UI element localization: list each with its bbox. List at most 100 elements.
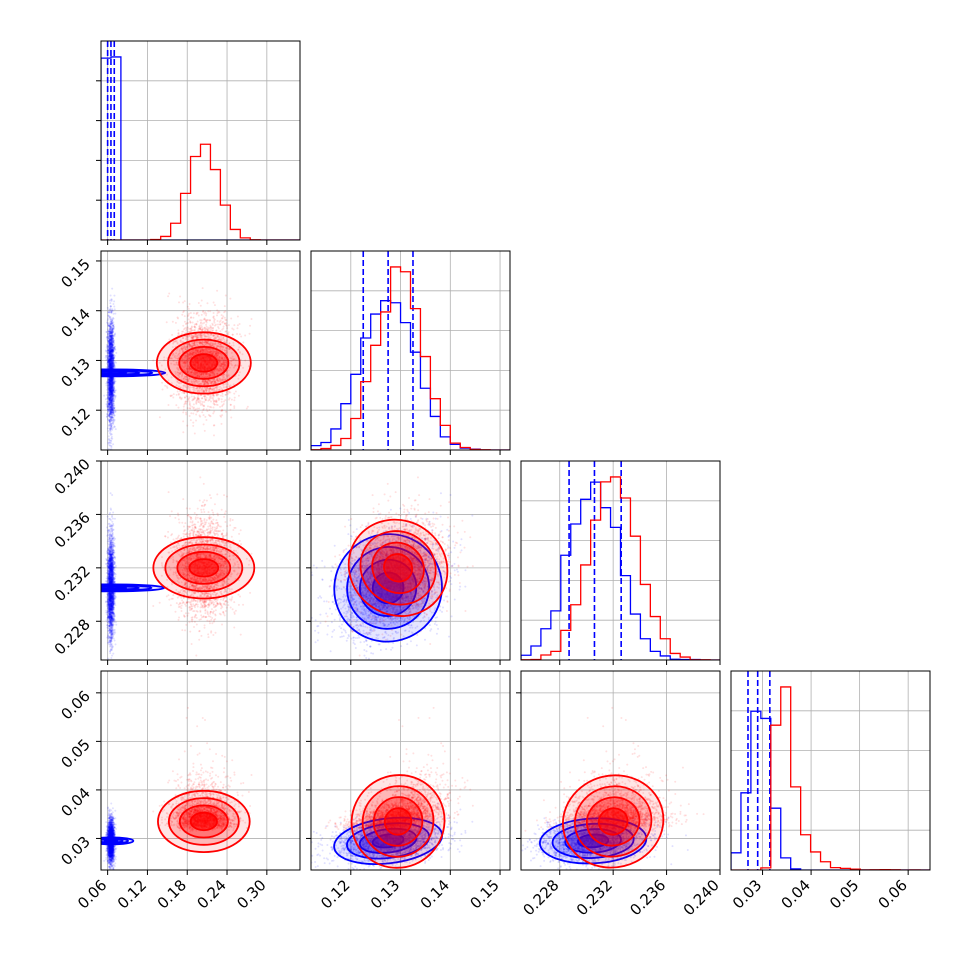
sample-point — [107, 344, 110, 347]
sample-point — [187, 307, 190, 310]
sample-point — [108, 407, 111, 410]
sample-point — [110, 397, 113, 400]
sample-point — [112, 355, 115, 358]
sample-point — [199, 304, 202, 307]
sample-point — [107, 314, 110, 317]
sample-point — [107, 364, 110, 367]
sample-point — [111, 338, 114, 341]
sample-point — [108, 331, 111, 334]
sample-point — [109, 379, 112, 382]
sample-point — [110, 444, 113, 447]
sample-point — [197, 399, 200, 402]
sample-point — [109, 330, 112, 333]
sample-point — [108, 382, 111, 385]
sample-point — [107, 383, 110, 386]
sample-point — [109, 396, 112, 399]
sample-point — [108, 441, 111, 444]
sample-point — [211, 397, 214, 400]
sample-point — [111, 389, 114, 392]
sample-point — [108, 321, 111, 324]
sample-point — [109, 416, 112, 419]
sample-point — [107, 358, 110, 361]
sample-point — [190, 327, 193, 330]
sample-point — [109, 389, 112, 392]
sample-point — [109, 428, 112, 431]
sample-point — [110, 401, 113, 404]
sample-point — [110, 326, 113, 329]
sample-point — [107, 358, 110, 361]
sample-point — [113, 385, 116, 388]
sample-point — [182, 408, 185, 411]
sample-point — [110, 361, 113, 364]
sample-point — [106, 358, 109, 361]
sample-point — [109, 411, 112, 414]
sample-point — [213, 400, 216, 403]
sample-point — [182, 405, 185, 408]
sample-point — [114, 312, 117, 315]
sample-point — [109, 366, 112, 369]
sample-point — [111, 416, 114, 419]
sample-point — [111, 346, 114, 349]
sample-point — [216, 323, 219, 326]
sample-point — [168, 338, 171, 341]
sample-point — [109, 350, 112, 353]
sample-point — [109, 387, 112, 390]
sample-point — [108, 420, 111, 423]
sample-point — [114, 428, 117, 431]
sample-point — [109, 363, 112, 366]
sample-point — [106, 408, 109, 411]
sample-point — [108, 363, 111, 366]
sample-point — [110, 337, 113, 340]
sample-point — [111, 344, 114, 347]
sample-point — [109, 339, 112, 342]
sample-point — [107, 402, 110, 405]
sample-point — [111, 346, 114, 349]
sample-point — [109, 387, 112, 390]
sample-point — [105, 330, 108, 333]
sample-point — [109, 336, 112, 339]
sample-point — [108, 342, 111, 345]
sample-point — [107, 335, 110, 338]
sample-point — [161, 381, 164, 384]
sample-point — [110, 346, 113, 349]
sample-point — [187, 314, 190, 317]
sample-point — [111, 395, 114, 398]
sample-point — [107, 430, 110, 433]
sample-point — [108, 343, 111, 346]
sample-point — [217, 399, 220, 402]
sample-point — [181, 391, 184, 394]
sample-point — [213, 321, 216, 324]
sample-point — [112, 359, 115, 362]
sample-point — [111, 396, 114, 399]
sample-point — [110, 424, 113, 427]
sample-point — [109, 347, 112, 350]
sample-point — [108, 365, 111, 368]
sample-point — [110, 359, 113, 362]
sample-point — [111, 451, 113, 453]
sample-point — [110, 390, 113, 393]
sample-point — [111, 384, 114, 387]
sample-point — [108, 397, 111, 400]
sample-point — [111, 364, 114, 367]
sample-point — [109, 420, 112, 423]
sample-point — [110, 401, 113, 404]
sample-point — [191, 399, 194, 402]
sample-point — [174, 321, 177, 324]
sample-point — [108, 385, 111, 388]
sample-point — [200, 299, 203, 302]
sample-point — [186, 395, 189, 398]
sample-point — [109, 405, 112, 408]
sample-point — [109, 310, 112, 313]
sample-point — [107, 408, 110, 411]
sample-point — [108, 384, 111, 387]
sample-point — [109, 366, 112, 369]
sample-point — [108, 358, 111, 361]
sample-point — [111, 354, 114, 357]
sample-point — [109, 358, 112, 361]
sample-point — [107, 396, 110, 399]
sample-point — [206, 410, 209, 413]
sample-point — [111, 404, 114, 407]
sample-point — [112, 389, 115, 392]
sample-point — [212, 395, 215, 398]
